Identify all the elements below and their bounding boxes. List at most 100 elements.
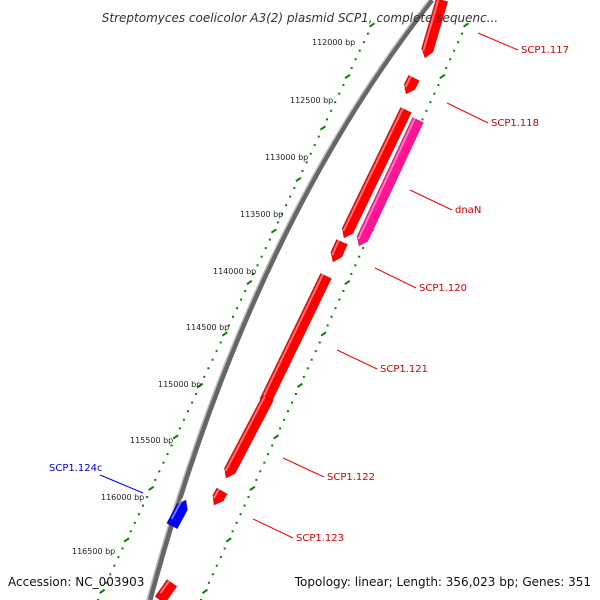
gene-scp1-118[interactable]: [341, 106, 412, 239]
gene-features: [154, 0, 449, 600]
outer-tick-mark: [318, 341, 321, 344]
gene-scp1-125-partial-shine: [159, 580, 170, 594]
inner-tick-mark: [172, 434, 179, 440]
inner-tick-mark: [276, 221, 279, 224]
gene-scp1-122[interactable]: [223, 394, 274, 479]
outer-tick-mark: [279, 427, 282, 430]
inner-tick-mark: [338, 92, 341, 95]
gene-scp1-124c[interactable]: [166, 499, 188, 530]
outer-tick-mark: [338, 298, 341, 301]
inner-tick-mark: [148, 485, 155, 491]
inner-tick-mark: [232, 315, 234, 318]
gene-label-scp1-121[interactable]: SCP1.121: [380, 364, 428, 375]
outer-tick-mark: [306, 367, 309, 370]
inner-tick-mark: [326, 118, 328, 121]
inner-tick-mark: [158, 470, 161, 473]
gene-label-scp1-122[interactable]: SCP1.122: [327, 472, 375, 483]
outer-tick-mark: [219, 556, 222, 559]
inner-tick-mark: [113, 564, 116, 567]
inner-tick-mark: [268, 238, 271, 241]
gene-scp1-123-shine: [213, 488, 220, 499]
gene-scp1-118-fragment[interactable]: [403, 74, 420, 95]
inner-tick-mark: [313, 144, 316, 147]
tick-label: 114500 bp: [186, 323, 229, 332]
inner-tick-mark: [264, 247, 267, 250]
outer-tick-mark: [287, 410, 289, 413]
inner-tick-mark: [121, 547, 124, 550]
tick-label: 116500 bp: [72, 547, 115, 556]
gene-label-scp1-124c[interactable]: SCP1.124c: [49, 463, 103, 474]
inner-tick-mark: [142, 504, 144, 507]
inner-tick-mark: [289, 195, 292, 198]
inner-tick-mark: [293, 187, 296, 190]
gene-label-dnan[interactable]: dnaN: [455, 205, 481, 216]
tick-label: 112500 bp: [290, 96, 333, 105]
inner-tick-mark: [342, 84, 345, 87]
gene-scp1-117[interactable]: [421, 0, 449, 59]
inner-tick-mark: [368, 22, 376, 28]
gene-dnan[interactable]: [356, 116, 424, 247]
outer-tick-mark: [462, 22, 470, 28]
gene-label-scp1-118[interactable]: SCP1.118: [491, 118, 539, 129]
inner-tick-mark: [219, 341, 222, 344]
inner-tick-mark: [350, 66, 353, 69]
inner-tick-mark: [319, 125, 326, 131]
outer-tick-mark: [249, 485, 256, 491]
inner-tick-mark: [154, 478, 157, 481]
outer-tick-mark: [225, 537, 232, 543]
inner-tick-mark: [166, 453, 169, 456]
outer-tick-mark: [433, 92, 436, 95]
tick-tracks: [97, 22, 470, 600]
outer-tick-mark: [263, 461, 266, 464]
inner-tick-mark: [105, 581, 108, 584]
inner-tick-mark: [123, 537, 130, 543]
inner-tick-mark: [187, 410, 189, 413]
gene-scp1-121[interactable]: [259, 272, 332, 409]
outer-tick-mark: [429, 101, 432, 104]
inner-tick-mark: [344, 73, 351, 80]
gene-scp1-123[interactable]: [212, 487, 228, 506]
outer-tick-mark: [247, 496, 250, 498]
outer-tick-mark: [207, 581, 210, 584]
outer-tick-mark: [235, 521, 238, 524]
outer-tick-mark: [354, 264, 357, 267]
inner-tick-mark: [240, 298, 243, 301]
inner-tick-mark: [221, 331, 228, 337]
gene-scp1-120[interactable]: [330, 238, 349, 263]
outer-tick-mark: [439, 73, 446, 80]
gene-label-scp1-117[interactable]: SCP1.117: [521, 45, 569, 56]
outer-tick-mark: [445, 66, 448, 69]
outer-tick-mark: [449, 58, 452, 61]
outer-tick-mark: [283, 418, 286, 421]
tick-label: 113500 bp: [240, 210, 283, 219]
inner-tick-mark: [203, 375, 206, 378]
outer-tick-mark: [259, 470, 262, 473]
inner-tick-mark: [227, 324, 230, 327]
inner-tick-mark: [162, 461, 165, 464]
outer-tick-mark: [294, 393, 297, 395]
inner-tick-mark: [334, 101, 337, 104]
tick-label: 115000 bp: [158, 380, 201, 389]
outer-tick-mark: [223, 547, 226, 550]
outer-tick-mark: [330, 315, 333, 318]
outer-tick-mark: [243, 504, 246, 507]
inner-tick-mark: [146, 496, 149, 498]
inner-tick-mark: [330, 109, 333, 112]
inner-tick-mark: [244, 290, 247, 292]
outer-tick-mark: [362, 247, 365, 250]
outer-tick-mark: [239, 513, 242, 516]
outer-tick-mark: [273, 434, 280, 440]
gene-scp1-125-partial[interactable]: [154, 578, 178, 600]
outer-tick-mark: [310, 358, 313, 361]
gene-label-scp1-120[interactable]: SCP1.120: [419, 283, 467, 294]
inner-tick-mark: [207, 367, 210, 370]
inner-tick-mark: [285, 204, 288, 207]
gene-scp1-118-shine: [342, 107, 404, 232]
outer-tick-mark: [421, 118, 424, 121]
inner-tick-mark: [366, 32, 369, 35]
outer-tick-mark: [201, 588, 209, 594]
outer-tick-mark: [211, 573, 214, 576]
inner-tick-mark: [309, 152, 312, 155]
inner-tick-mark: [197, 382, 204, 388]
gene-label-scp1-123[interactable]: SCP1.123: [296, 533, 344, 544]
